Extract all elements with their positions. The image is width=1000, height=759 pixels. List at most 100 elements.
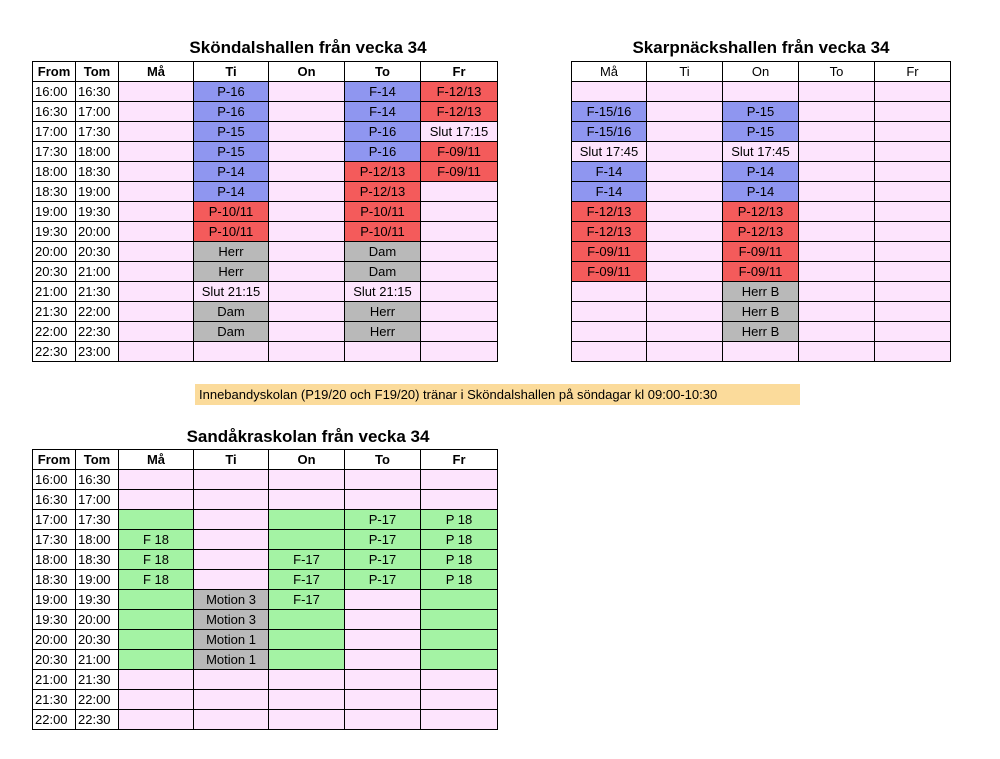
schedule-cell: Herr B xyxy=(722,321,799,342)
schedule-cell: Dam xyxy=(193,321,269,342)
column-header: Må xyxy=(118,449,194,470)
table-row: 20:00 20:30 Motion 1 xyxy=(32,629,498,650)
schedule-cell: P-10/11 xyxy=(193,221,269,242)
column-header: To xyxy=(344,61,421,82)
schedule-cell: Slut 17:45 xyxy=(571,141,647,162)
tom-time-cell: 21:00 xyxy=(75,261,119,282)
table-row: 19:00 19:30 Motion 3 F-17 xyxy=(32,589,498,610)
schedule-cell xyxy=(268,321,345,342)
from-time-cell: 17:00 xyxy=(32,121,76,142)
from-time-cell: 18:00 xyxy=(32,549,76,570)
schedule-cell: F-09/11 xyxy=(722,261,799,282)
schedule-cell xyxy=(722,341,799,362)
table-row: 20:00 20:30 Herr Dam xyxy=(32,241,498,262)
tom-time-cell: 22:30 xyxy=(75,709,119,730)
schedule-cell xyxy=(798,241,875,262)
schedule-cell xyxy=(193,341,269,362)
schedule-cell xyxy=(344,689,421,710)
schedule-cell: P-12/13 xyxy=(344,161,421,182)
schedule-cell xyxy=(420,649,498,670)
schedule-cell: Herr xyxy=(344,321,421,342)
schedule-cell: P-10/11 xyxy=(344,201,421,222)
schedule-cell: P 18 xyxy=(420,529,498,550)
table-row: 18:00 18:30 P-14 P-12/13 F-09/11 xyxy=(32,161,498,182)
schedule-cell: F-14 xyxy=(344,101,421,122)
schedule-cell xyxy=(268,489,345,510)
schedule-cell xyxy=(268,201,345,222)
schedule-cell: Slut 21:15 xyxy=(344,281,421,302)
schedule-cell xyxy=(118,81,194,102)
schedule-cell: P-12/13 xyxy=(722,201,799,222)
schedule-cell xyxy=(118,301,194,322)
schedule-cell xyxy=(798,341,875,362)
schedule-cell xyxy=(798,281,875,302)
schedule-cell xyxy=(571,321,647,342)
schedule-cell xyxy=(420,321,498,342)
schedule-cell xyxy=(344,469,421,490)
schedule-cell xyxy=(798,101,875,122)
schedule-cell xyxy=(420,489,498,510)
column-header: To xyxy=(344,449,421,470)
schedule-cell: P-14 xyxy=(193,181,269,202)
schedule-cell xyxy=(118,709,194,730)
table-row: 22:30 23:00 xyxy=(32,341,498,362)
tom-time-cell: 18:00 xyxy=(75,141,119,162)
schedule-cell xyxy=(118,261,194,282)
schedule-cell xyxy=(344,609,421,630)
schedule-cell: Dam xyxy=(344,241,421,262)
schedule-cell: F-09/11 xyxy=(571,241,647,262)
schedule-cell xyxy=(344,649,421,670)
table-row: 16:00 16:30 P-16 F-14 F-12/13 xyxy=(32,81,498,102)
schedule-cell xyxy=(646,201,723,222)
schedule-cell: Herr xyxy=(193,261,269,282)
from-time-cell: 19:30 xyxy=(32,221,76,242)
from-time-cell: 20:30 xyxy=(32,261,76,282)
table-row: F-09/11 F-09/11 xyxy=(571,261,951,282)
tom-time-cell: 18:30 xyxy=(75,549,119,570)
schedule-cell xyxy=(874,281,951,302)
schedule-cell xyxy=(646,181,723,202)
from-time-cell: 21:00 xyxy=(32,669,76,690)
table-row: 16:00 16:30 xyxy=(32,469,498,490)
schedule-cell xyxy=(268,509,345,530)
skarpnack-title: Skarpnäckshallen från vecka 34 xyxy=(632,38,890,57)
schedule-cell xyxy=(193,489,269,510)
schedule-cell: P-16 xyxy=(193,81,269,102)
schedule-cell: P-17 xyxy=(344,509,421,530)
schedule-cell: Motion 1 xyxy=(193,649,269,670)
column-header: To xyxy=(798,61,875,82)
schedule-cell: P-16 xyxy=(344,141,421,162)
schedule-cell xyxy=(193,469,269,490)
schedule-cell: Dam xyxy=(193,301,269,322)
schedule-cell: P-17 xyxy=(344,569,421,590)
column-header: From xyxy=(32,61,76,82)
schedule-cell xyxy=(344,629,421,650)
table-row: Herr B xyxy=(571,281,951,302)
schedule-cell: F 18 xyxy=(118,549,194,570)
schedule-cell: Motion 1 xyxy=(193,629,269,650)
schedule-cell xyxy=(118,141,194,162)
column-header: Ti xyxy=(193,61,269,82)
table-row: 22:00 22:30 Dam Herr xyxy=(32,321,498,342)
tom-time-cell: 17:30 xyxy=(75,509,119,530)
table-row: 20:30 21:00 Motion 1 xyxy=(32,649,498,670)
schedule-cell xyxy=(193,689,269,710)
column-header: Ti xyxy=(646,61,723,82)
schedule-cell xyxy=(118,121,194,142)
schedule-cell: Slut 21:15 xyxy=(193,281,269,302)
table-row: F-15/16 P-15 xyxy=(571,121,951,142)
schedule-cell: P 18 xyxy=(420,509,498,530)
header-row: Må Ti On To Fr xyxy=(571,61,951,82)
schedule-cell: F-14 xyxy=(571,161,647,182)
column-header: Må xyxy=(118,61,194,82)
column-header: Må xyxy=(571,61,647,82)
table-row: 19:30 20:00 P-10/11 P-10/11 xyxy=(32,221,498,242)
table-row: Slut 17:45 Slut 17:45 xyxy=(571,141,951,162)
tom-time-cell: 21:00 xyxy=(75,649,119,670)
schedule-cell xyxy=(268,469,345,490)
tom-time-cell: 22:00 xyxy=(75,301,119,322)
tom-time-cell: 22:30 xyxy=(75,321,119,342)
schedule-cell: P-14 xyxy=(193,161,269,182)
schedule-cell xyxy=(798,261,875,282)
table-row xyxy=(571,341,951,362)
